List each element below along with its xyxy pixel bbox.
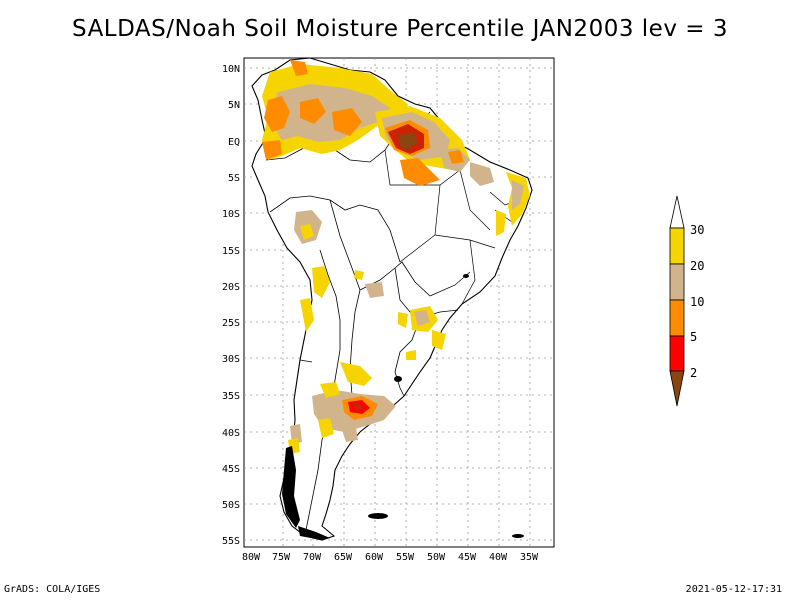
state-borders [384, 149, 519, 319]
patagonia-coast-detail [282, 274, 524, 540]
colorbar-swatch-gold [669, 227, 685, 265]
lon-label: 65W [334, 552, 353, 563]
colorbar-label: 10 [690, 295, 704, 309]
lat-label: 5N [228, 100, 240, 111]
lon-label: 75W [272, 552, 291, 563]
lat-label: 30S [222, 354, 240, 365]
lon-label: 50W [427, 552, 446, 563]
colorbar-labels: 30 20 10 5 2 [690, 223, 704, 380]
lat-label: EQ [228, 137, 240, 148]
lat-label: 35S [222, 391, 240, 402]
latitude-labels: 10N 5N EQ 5S 10S 15S 20S 25S 30S 35S 40S… [222, 64, 240, 547]
colorbar-swatch-tan [669, 263, 685, 301]
lon-label: 40W [489, 552, 508, 563]
colorbar-top-arrow [669, 195, 685, 229]
grads-credit: GrADS: COLA/IGES [4, 584, 101, 595]
render-timestamp: 2021-05-12-17:31 [685, 584, 782, 595]
lon-label: 35W [520, 552, 539, 563]
colorbar-swatch-red [669, 335, 685, 372]
lat-label: 55S [222, 536, 240, 547]
colorbar-label: 2 [690, 366, 697, 380]
colorbar-label: 5 [690, 330, 697, 344]
lon-label: 60W [365, 552, 384, 563]
percentile-shading [262, 60, 530, 454]
lat-label: 15S [222, 246, 240, 257]
colorbar-bottom-arrow [669, 370, 685, 407]
colorbar-swatch-orange [669, 299, 685, 337]
country-borders [265, 75, 431, 531]
colorbar-label: 30 [690, 223, 704, 237]
map-title: SALDAS/Noah Soil Moisture Percentile JAN… [72, 16, 728, 42]
lat-label: 45S [222, 464, 240, 475]
lat-label: 5S [228, 173, 240, 184]
lat-label: 20S [222, 282, 240, 293]
lon-label: 55W [396, 552, 415, 563]
colorbar [669, 195, 685, 407]
lat-label: 25S [222, 318, 240, 329]
lat-label: 50S [222, 500, 240, 511]
lat-label: 10N [222, 64, 240, 75]
lon-label: 45W [458, 552, 477, 563]
lat-label: 10S [222, 209, 240, 220]
lon-label: 80W [242, 552, 261, 563]
lon-label: 70W [303, 552, 322, 563]
longitude-labels: 80W 75W 70W 65W 60W 55W 50W 45W 40W 35W [242, 552, 539, 563]
colorbar-label: 20 [690, 259, 704, 273]
lat-label: 40S [222, 428, 240, 439]
